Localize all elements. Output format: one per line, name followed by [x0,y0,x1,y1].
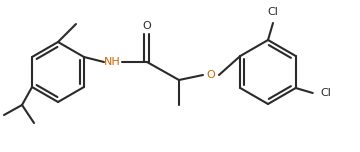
Text: Cl: Cl [267,7,278,17]
Text: NH: NH [104,57,120,67]
Text: Cl: Cl [320,88,331,98]
Text: O: O [143,21,151,31]
Text: O: O [207,70,215,80]
